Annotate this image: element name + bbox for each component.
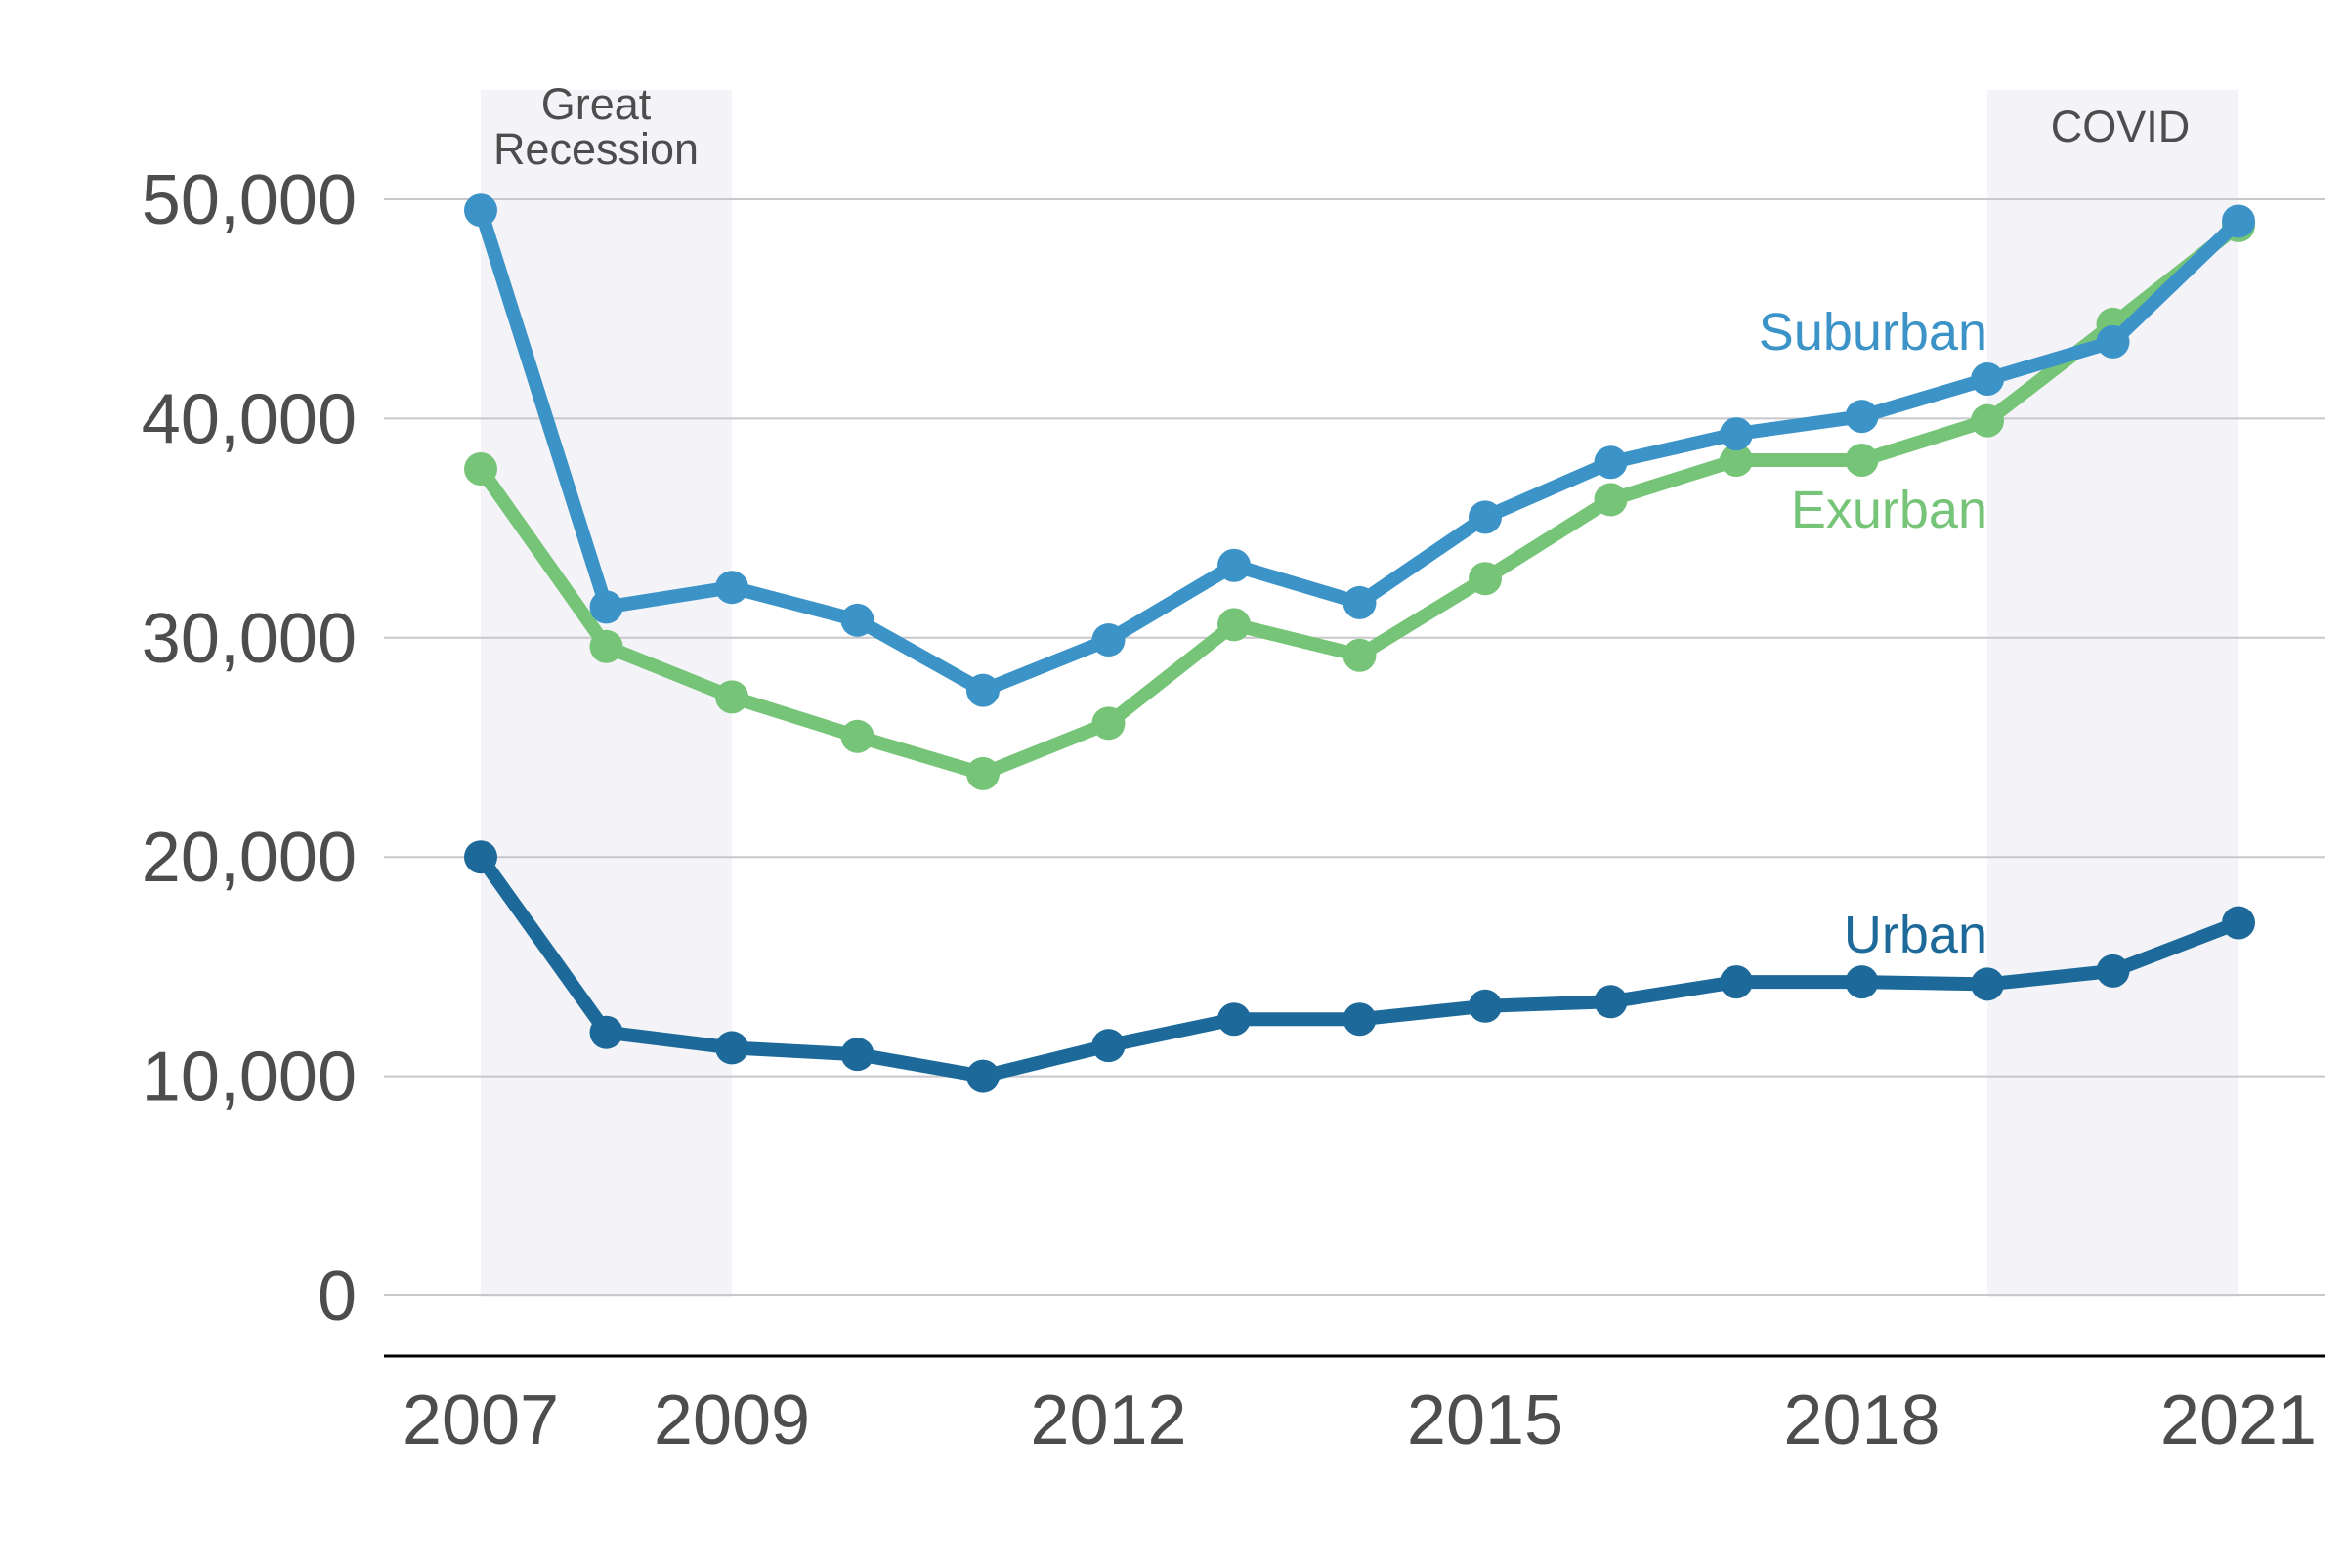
x-tick-label: 2021 [2160, 1381, 2317, 1460]
x-tick-label: 2018 [1783, 1381, 1940, 1460]
urban-point [1720, 965, 1753, 999]
suburban-point [966, 673, 1000, 707]
suburban-point [589, 590, 623, 624]
series-lines [464, 193, 2255, 1093]
great-recession-band [481, 90, 732, 1297]
suburban-point [715, 571, 748, 605]
y-tick-labels: 0 10,000 20,000 30,000 40,000 50,000 [142, 161, 357, 1335]
urban-point [715, 1031, 748, 1065]
exurban-series-label: Exurban [1791, 481, 1987, 539]
urban-point [966, 1059, 1000, 1093]
x-tick-label: 2012 [1030, 1381, 1186, 1460]
exurban-point [589, 629, 623, 663]
suburban-point [1845, 400, 1879, 434]
y-tick-label: 0 [318, 1257, 357, 1335]
exurban-point [1217, 608, 1251, 642]
x-tick-labels: 2007 2009 2012 2015 2018 2021 [403, 1381, 2317, 1460]
great-recession-label-line-1: Recession [493, 124, 699, 174]
urban-point [1343, 1002, 1377, 1037]
exurban-point [1594, 483, 1628, 517]
exurban-point [1091, 706, 1126, 741]
urban-point [1845, 965, 1879, 999]
exurban-point [1469, 562, 1502, 596]
suburban-point [2096, 324, 2130, 359]
x-tick-label: 2007 [403, 1381, 559, 1460]
suburban-point [1343, 585, 1377, 619]
covid-band [1987, 90, 2238, 1297]
suburban-point [1720, 417, 1753, 451]
suburban-point [1091, 623, 1126, 657]
y-tick-label: 10,000 [142, 1038, 357, 1117]
suburban-point [2222, 204, 2255, 238]
exurban-point [715, 680, 748, 714]
covid-label-line-0: COVID [2051, 102, 2191, 151]
x-tick-label: 2009 [654, 1381, 810, 1460]
suburban-point [464, 193, 497, 228]
suburban-point [840, 603, 874, 637]
series-labels: Suburban Exurban Urban [1759, 303, 1987, 964]
exurban-point [966, 756, 1000, 790]
urban-point [1971, 967, 2004, 1001]
y-tick-label: 30,000 [142, 600, 357, 678]
urban-point [2222, 906, 2255, 940]
suburban-point [1971, 362, 2004, 397]
suburban-series-label: Suburban [1759, 303, 1987, 361]
urban-point [840, 1038, 874, 1072]
urban-point [1091, 1029, 1126, 1063]
urban-series [464, 840, 2255, 1093]
exurban-point [464, 452, 497, 487]
exurban-point [1845, 444, 1879, 478]
urban-point [464, 840, 497, 874]
exurban-point [1343, 638, 1377, 672]
y-tick-label: 20,000 [142, 819, 357, 897]
urban-series-label: Urban [1844, 906, 1987, 964]
exurban-point [840, 719, 874, 753]
suburban-point [1217, 548, 1251, 582]
urban-point [1594, 985, 1628, 1019]
y-tick-label: 50,000 [142, 161, 357, 239]
urban-point [1469, 989, 1502, 1023]
great-recession-label-line-0: Great [541, 79, 652, 129]
suburban-series [464, 193, 2255, 707]
urban-point [2096, 954, 2130, 988]
exurban-point [1720, 444, 1753, 478]
urban-point [589, 1015, 623, 1049]
suburban-point [1594, 445, 1628, 480]
urban-point [1217, 1002, 1251, 1037]
gridlines [384, 198, 2325, 1296]
y-tick-label: 40,000 [142, 380, 357, 458]
x-tick-label: 2015 [1407, 1381, 1563, 1460]
exurban-point [1971, 403, 2004, 438]
suburban-point [1469, 500, 1502, 534]
